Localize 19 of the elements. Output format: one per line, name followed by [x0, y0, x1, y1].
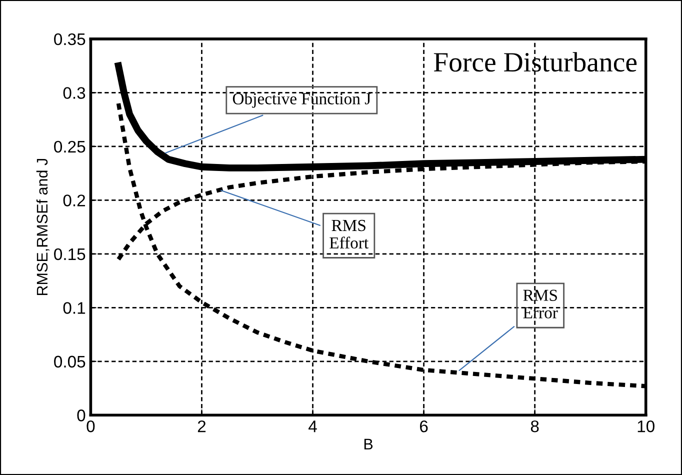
x-tick-label: 0: [86, 420, 95, 432]
y-tick-label: 0.1: [63, 302, 86, 314]
y-tick-label: 0.05: [54, 356, 86, 368]
annotation: Objective Function J: [232, 92, 371, 108]
chart-title: Force Disturbance: [434, 52, 637, 72]
y-axis-title: RMSE,RMSEf and J: [36, 158, 50, 295]
y-tick-label: 0.25: [54, 140, 86, 153]
y-tick-label: 0: [77, 410, 86, 422]
annotation: RMS Effort: [330, 220, 369, 249]
x-tick-label: 8: [530, 420, 539, 432]
x-tick-label: 4: [308, 420, 317, 432]
y-tick-label: 0.2: [63, 194, 86, 206]
x-tick-label: 6: [420, 420, 428, 432]
x-tick-label: 10: [638, 420, 654, 432]
y-tick-label: 0.3: [63, 87, 86, 99]
y-tick-label: 0.15: [54, 248, 86, 260]
x-axis-title: B: [364, 438, 373, 450]
y-tick-label: 0.35: [54, 33, 86, 46]
x-tick-label: 2: [198, 420, 206, 432]
